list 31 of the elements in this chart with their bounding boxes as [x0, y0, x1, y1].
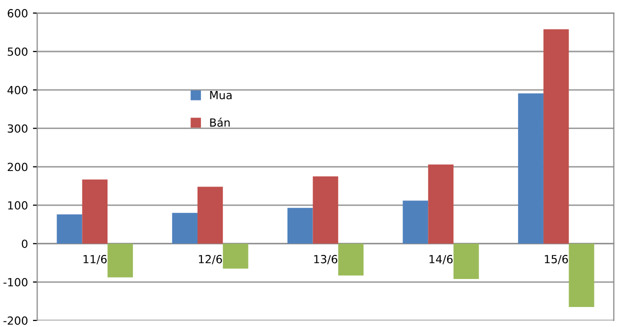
y-tick-label: 500 [8, 47, 28, 56]
x-tick-label: 12/6 [198, 254, 222, 264]
legend-label: Mua [210, 91, 232, 100]
bar [82, 179, 108, 244]
bar [56, 214, 82, 244]
bar [338, 244, 364, 276]
bar [428, 164, 454, 244]
y-tick-label: 300 [8, 124, 28, 133]
bar [108, 244, 133, 278]
y-tick-label: -200 [4, 316, 28, 325]
bar [287, 208, 313, 244]
y-tick-label: 100 [8, 201, 28, 210]
bar [543, 29, 569, 244]
y-tick-label: -100 [4, 278, 28, 286]
y-tick-label: 600 [8, 9, 28, 18]
y-tick-label: 200 [8, 162, 28, 172]
bar [402, 200, 428, 244]
bar [172, 212, 198, 244]
y-tick-label: 400 [8, 86, 28, 94]
legend-label: Bán [210, 118, 230, 127]
y-tick-label: 0 [22, 240, 28, 248]
bar [197, 186, 223, 244]
bar [518, 93, 544, 244]
bar [312, 176, 338, 244]
bar [568, 244, 594, 308]
x-tick-label: 14/6 [430, 254, 453, 264]
x-tick-label: 15/6 [544, 254, 568, 264]
x-tick-label: 13/6 [314, 254, 338, 264]
bar [454, 244, 479, 279]
bar [222, 244, 248, 269]
x-tick-label: 11/6 [84, 254, 107, 264]
